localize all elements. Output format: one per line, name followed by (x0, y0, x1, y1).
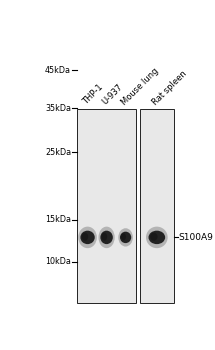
Text: Rat spleen: Rat spleen (150, 69, 189, 107)
Ellipse shape (146, 226, 168, 248)
Ellipse shape (149, 231, 165, 244)
Ellipse shape (150, 233, 158, 241)
Ellipse shape (118, 228, 133, 246)
Text: 35kDa: 35kDa (45, 104, 71, 113)
Text: 10kDa: 10kDa (45, 257, 71, 266)
Ellipse shape (78, 226, 97, 248)
Text: S100A9: S100A9 (178, 233, 213, 242)
Ellipse shape (82, 233, 88, 241)
Bar (77, 109, 136, 303)
Text: 45kDa: 45kDa (45, 66, 71, 75)
Text: U-937: U-937 (100, 83, 124, 107)
Text: Mouse lung: Mouse lung (119, 66, 160, 107)
Text: THP-1: THP-1 (81, 83, 105, 107)
Ellipse shape (100, 231, 113, 244)
Bar (140, 109, 174, 303)
Ellipse shape (121, 233, 126, 240)
Ellipse shape (98, 226, 115, 248)
Ellipse shape (80, 231, 95, 244)
Text: 25kDa: 25kDa (45, 148, 71, 157)
Ellipse shape (120, 232, 131, 243)
Ellipse shape (101, 233, 107, 241)
Text: 15kDa: 15kDa (45, 215, 71, 224)
